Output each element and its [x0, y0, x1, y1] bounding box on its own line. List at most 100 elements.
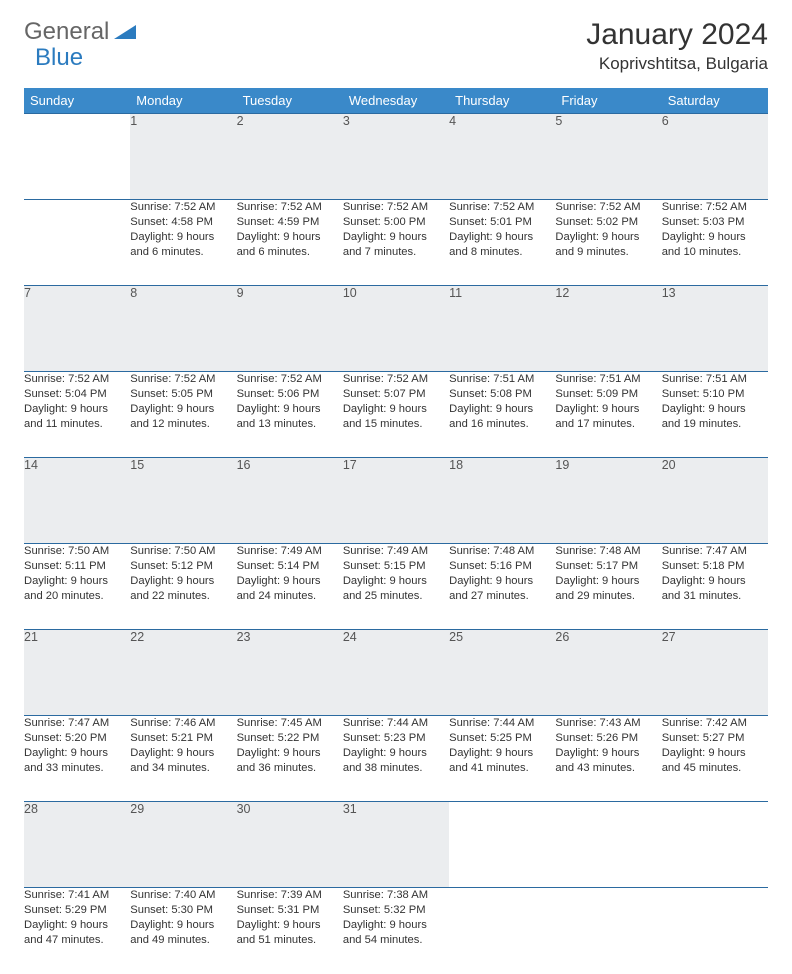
- weekday-header: Thursday: [449, 88, 555, 114]
- daylight-text-2: and 36 minutes.: [237, 761, 343, 776]
- sunrise-text: Sunrise: 7:45 AM: [237, 716, 343, 731]
- sunrise-text: Sunrise: 7:48 AM: [555, 544, 661, 559]
- day-number: 18: [449, 458, 555, 544]
- day-number: 2: [237, 114, 343, 200]
- day-cell: [24, 200, 130, 286]
- daylight-text-2: and 11 minutes.: [24, 417, 130, 432]
- daylight-text-2: and 17 minutes.: [555, 417, 661, 432]
- daylight-text-1: Daylight: 9 hours: [130, 918, 236, 933]
- day-number: 14: [24, 458, 130, 544]
- day-number: [449, 802, 555, 888]
- daylight-text-2: and 43 minutes.: [555, 761, 661, 776]
- day-number: 4: [449, 114, 555, 200]
- daylight-text-2: and 22 minutes.: [130, 589, 236, 604]
- sunset-text: Sunset: 5:15 PM: [343, 559, 449, 574]
- day-cell: Sunrise: 7:51 AMSunset: 5:09 PMDaylight:…: [555, 372, 661, 458]
- sunrise-text: Sunrise: 7:52 AM: [343, 200, 449, 215]
- day-cell: Sunrise: 7:51 AMSunset: 5:10 PMDaylight:…: [662, 372, 768, 458]
- sunset-text: Sunset: 5:21 PM: [130, 731, 236, 746]
- daylight-text-1: Daylight: 9 hours: [449, 746, 555, 761]
- daylight-text-2: and 7 minutes.: [343, 245, 449, 260]
- day-number: 12: [555, 286, 661, 372]
- weekday-header: Saturday: [662, 88, 768, 114]
- day-cell: Sunrise: 7:41 AMSunset: 5:29 PMDaylight:…: [24, 888, 130, 974]
- sunrise-text: Sunrise: 7:46 AM: [130, 716, 236, 731]
- day-number: 26: [555, 630, 661, 716]
- sunset-text: Sunset: 5:30 PM: [130, 903, 236, 918]
- daylight-text-2: and 16 minutes.: [449, 417, 555, 432]
- daylight-text-1: Daylight: 9 hours: [662, 230, 768, 245]
- day-cell: Sunrise: 7:40 AMSunset: 5:30 PMDaylight:…: [130, 888, 236, 974]
- day-cell: Sunrise: 7:38 AMSunset: 5:32 PMDaylight:…: [343, 888, 449, 974]
- daylight-text-2: and 34 minutes.: [130, 761, 236, 776]
- daylight-text-2: and 51 minutes.: [237, 933, 343, 948]
- sunrise-text: Sunrise: 7:50 AM: [24, 544, 130, 559]
- sunrise-text: Sunrise: 7:49 AM: [343, 544, 449, 559]
- day-cell: Sunrise: 7:48 AMSunset: 5:16 PMDaylight:…: [449, 544, 555, 630]
- daylight-text-2: and 41 minutes.: [449, 761, 555, 776]
- weekday-header: Sunday: [24, 88, 130, 114]
- day-number: 8: [130, 286, 236, 372]
- title-block: January 2024 Koprivshtitsa, Bulgaria: [586, 18, 768, 74]
- daylight-text-1: Daylight: 9 hours: [237, 574, 343, 589]
- sunrise-text: Sunrise: 7:52 AM: [237, 200, 343, 215]
- sunrise-text: Sunrise: 7:52 AM: [343, 372, 449, 387]
- sunrise-text: Sunrise: 7:42 AM: [662, 716, 768, 731]
- daylight-text-1: Daylight: 9 hours: [24, 574, 130, 589]
- sunset-text: Sunset: 5:32 PM: [343, 903, 449, 918]
- daynum-row: 78910111213: [24, 286, 768, 372]
- day-number: 7: [24, 286, 130, 372]
- sunset-text: Sunset: 5:27 PM: [662, 731, 768, 746]
- sunrise-text: Sunrise: 7:44 AM: [449, 716, 555, 731]
- day-cell: Sunrise: 7:44 AMSunset: 5:23 PMDaylight:…: [343, 716, 449, 802]
- sunrise-text: Sunrise: 7:47 AM: [24, 716, 130, 731]
- sunset-text: Sunset: 5:25 PM: [449, 731, 555, 746]
- weekday-header-row: Sunday Monday Tuesday Wednesday Thursday…: [24, 88, 768, 114]
- day-cell: Sunrise: 7:52 AMSunset: 4:59 PMDaylight:…: [237, 200, 343, 286]
- day-cell: Sunrise: 7:47 AMSunset: 5:18 PMDaylight:…: [662, 544, 768, 630]
- day-cell: [555, 888, 661, 974]
- day-number: 25: [449, 630, 555, 716]
- sunrise-text: Sunrise: 7:41 AM: [24, 888, 130, 903]
- weekday-header: Monday: [130, 88, 236, 114]
- day-cell: Sunrise: 7:49 AMSunset: 5:14 PMDaylight:…: [237, 544, 343, 630]
- logo-text-general: General: [24, 18, 109, 46]
- sunset-text: Sunset: 5:17 PM: [555, 559, 661, 574]
- daylight-text-2: and 6 minutes.: [237, 245, 343, 260]
- sunset-text: Sunset: 5:16 PM: [449, 559, 555, 574]
- day-cell: Sunrise: 7:50 AMSunset: 5:11 PMDaylight:…: [24, 544, 130, 630]
- daynum-row: 28293031: [24, 802, 768, 888]
- sunset-text: Sunset: 5:06 PM: [237, 387, 343, 402]
- sunset-text: Sunset: 5:03 PM: [662, 215, 768, 230]
- day-content-row: Sunrise: 7:50 AMSunset: 5:11 PMDaylight:…: [24, 544, 768, 630]
- daylight-text-2: and 38 minutes.: [343, 761, 449, 776]
- day-cell: Sunrise: 7:52 AMSunset: 5:02 PMDaylight:…: [555, 200, 661, 286]
- day-cell: [449, 888, 555, 974]
- sunset-text: Sunset: 5:05 PM: [130, 387, 236, 402]
- daylight-text-1: Daylight: 9 hours: [343, 230, 449, 245]
- day-cell: Sunrise: 7:50 AMSunset: 5:12 PMDaylight:…: [130, 544, 236, 630]
- day-number: 1: [130, 114, 236, 200]
- day-cell: Sunrise: 7:47 AMSunset: 5:20 PMDaylight:…: [24, 716, 130, 802]
- day-cell: Sunrise: 7:52 AMSunset: 4:58 PMDaylight:…: [130, 200, 236, 286]
- day-cell: Sunrise: 7:46 AMSunset: 5:21 PMDaylight:…: [130, 716, 236, 802]
- daylight-text-2: and 13 minutes.: [237, 417, 343, 432]
- sunset-text: Sunset: 5:29 PM: [24, 903, 130, 918]
- daylight-text-2: and 10 minutes.: [662, 245, 768, 260]
- daylight-text-1: Daylight: 9 hours: [555, 230, 661, 245]
- day-number: 31: [343, 802, 449, 888]
- sunset-text: Sunset: 5:04 PM: [24, 387, 130, 402]
- day-number: 20: [662, 458, 768, 544]
- day-number: 3: [343, 114, 449, 200]
- day-number: 10: [343, 286, 449, 372]
- day-cell: Sunrise: 7:45 AMSunset: 5:22 PMDaylight:…: [237, 716, 343, 802]
- page-header: General January 2024 Koprivshtitsa, Bulg…: [24, 18, 768, 74]
- daylight-text-2: and 29 minutes.: [555, 589, 661, 604]
- sunrise-text: Sunrise: 7:52 AM: [555, 200, 661, 215]
- daylight-text-2: and 12 minutes.: [130, 417, 236, 432]
- sunset-text: Sunset: 4:58 PM: [130, 215, 236, 230]
- sunset-text: Sunset: 5:01 PM: [449, 215, 555, 230]
- day-cell: Sunrise: 7:42 AMSunset: 5:27 PMDaylight:…: [662, 716, 768, 802]
- day-number: [555, 802, 661, 888]
- day-number: 13: [662, 286, 768, 372]
